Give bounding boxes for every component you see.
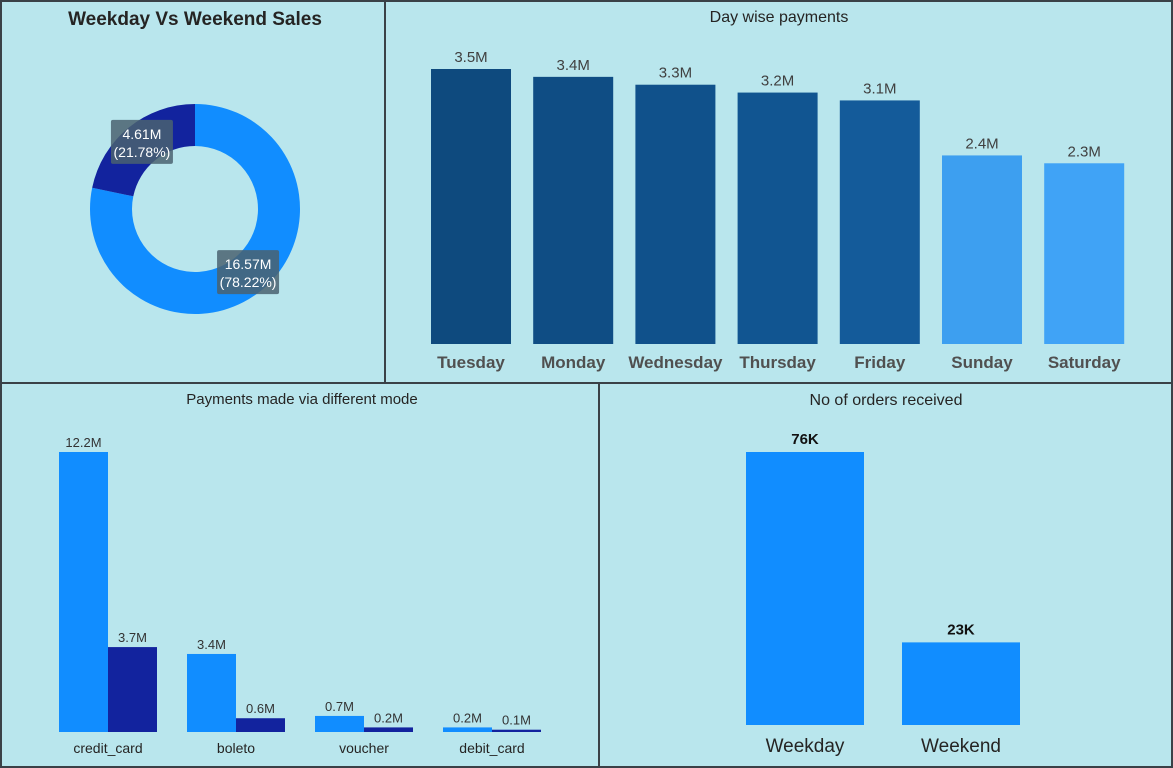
day-bar-value-label: 2.3M: [1068, 143, 1101, 160]
day-category-label: Tuesday: [437, 353, 505, 372]
orders-bar-value-label: 23K: [947, 621, 975, 638]
day-bar: [635, 84, 716, 344]
mode-bar-value-label: 0.7M: [325, 699, 354, 714]
day-category-label: Monday: [541, 353, 606, 372]
mode-category-label: boleto: [217, 740, 255, 756]
day-category-label: Wednesday: [628, 353, 723, 372]
day-category-label: Sunday: [951, 353, 1013, 372]
day-category-label: Saturday: [1048, 353, 1121, 372]
orders-received-panel: No of orders received 76K Weekday 23K Weeke…: [598, 382, 1173, 768]
mode-bar: [108, 647, 157, 732]
day-bar: [942, 155, 1022, 344]
day-bar: [1044, 163, 1125, 344]
donut-slice-label: 4.61M (21.78%): [110, 119, 173, 164]
mode-bar-value-label: 0.1M: [502, 713, 531, 728]
day-bar: [839, 100, 920, 344]
mode-bar-value-label: 3.7M: [118, 630, 147, 645]
day-wise-payments-panel: Day wise payments 3.5M Tuesday 3.4M Monday 3…: [384, 0, 1173, 384]
mode-bar: [236, 718, 285, 732]
donut-value-label: 4.61M: [122, 126, 161, 142]
mode-bar: [59, 452, 108, 732]
mode-category-label: credit_card: [73, 740, 142, 756]
orders-bar: [902, 642, 1020, 725]
day-chart-title: Day wise payments: [710, 9, 849, 26]
mode-bar: [315, 715, 364, 732]
day-bar: [737, 92, 818, 344]
mode-bar: [364, 727, 413, 732]
mode-bar-value-label: 0.2M: [374, 710, 403, 725]
day-bar-value-label: 3.4M: [557, 57, 590, 74]
day-bar: [533, 76, 614, 344]
mode-category-label: debit_card: [459, 740, 524, 756]
mode-bar: [492, 729, 541, 732]
payment-mode-bar-chart: Payments made via different mode 12.2M 3.…: [59, 391, 541, 756]
mode-bar: [187, 653, 236, 732]
mode-bar-value-label: 0.2M: [453, 710, 482, 725]
donut-slice-label: 16.57M (78.22%): [217, 250, 280, 295]
day-wise-bar-chart: Day wise payments 3.5M Tuesday 3.4M Monday 3…: [431, 9, 1125, 372]
donut-percent-label: (21.78%): [114, 144, 171, 160]
orders-bar-chart: No of orders received 76K Weekday 23K Weeke…: [746, 392, 1020, 757]
day-category-label: Thursday: [739, 353, 816, 372]
donut-chart-title: Weekday Vs Weekend Sales: [68, 9, 322, 30]
orders-category-label: Weekend: [921, 736, 1001, 757]
orders-category-label: Weekday: [766, 736, 845, 757]
mode-bar: [443, 727, 492, 732]
day-bar-value-label: 3.3M: [659, 65, 692, 82]
donut-percent-label: (78.22%): [220, 274, 277, 290]
day-category-label: Friday: [854, 353, 906, 372]
weekday-weekend-sales-panel: Weekday Vs Weekend Sales 16.57M (78.22%) 4…: [0, 0, 386, 384]
payment-mode-panel: Payments made via different mode 12.2M 3.…: [0, 382, 600, 768]
donut-value-label: 16.57M: [225, 256, 272, 272]
orders-bar: [746, 452, 864, 725]
day-bar: [431, 69, 511, 344]
mode-category-label: voucher: [339, 740, 389, 756]
donut-chart: Weekday Vs Weekend Sales 16.57M (78.22%) 4…: [68, 9, 322, 315]
day-bar-value-label: 2.4M: [965, 135, 998, 152]
day-bar-value-label: 3.1M: [863, 80, 896, 97]
day-bar-value-label: 3.5M: [454, 49, 487, 66]
mode-bar-value-label: 12.2M: [65, 435, 101, 450]
mode-bar-value-label: 3.4M: [197, 637, 226, 652]
day-bar-value-label: 3.2M: [761, 73, 794, 90]
orders-bar-value-label: 76K: [791, 431, 819, 448]
mode-chart-title: Payments made via different mode: [186, 391, 418, 408]
mode-bar-value-label: 0.6M: [246, 701, 275, 716]
orders-chart-title: No of orders received: [810, 392, 963, 409]
